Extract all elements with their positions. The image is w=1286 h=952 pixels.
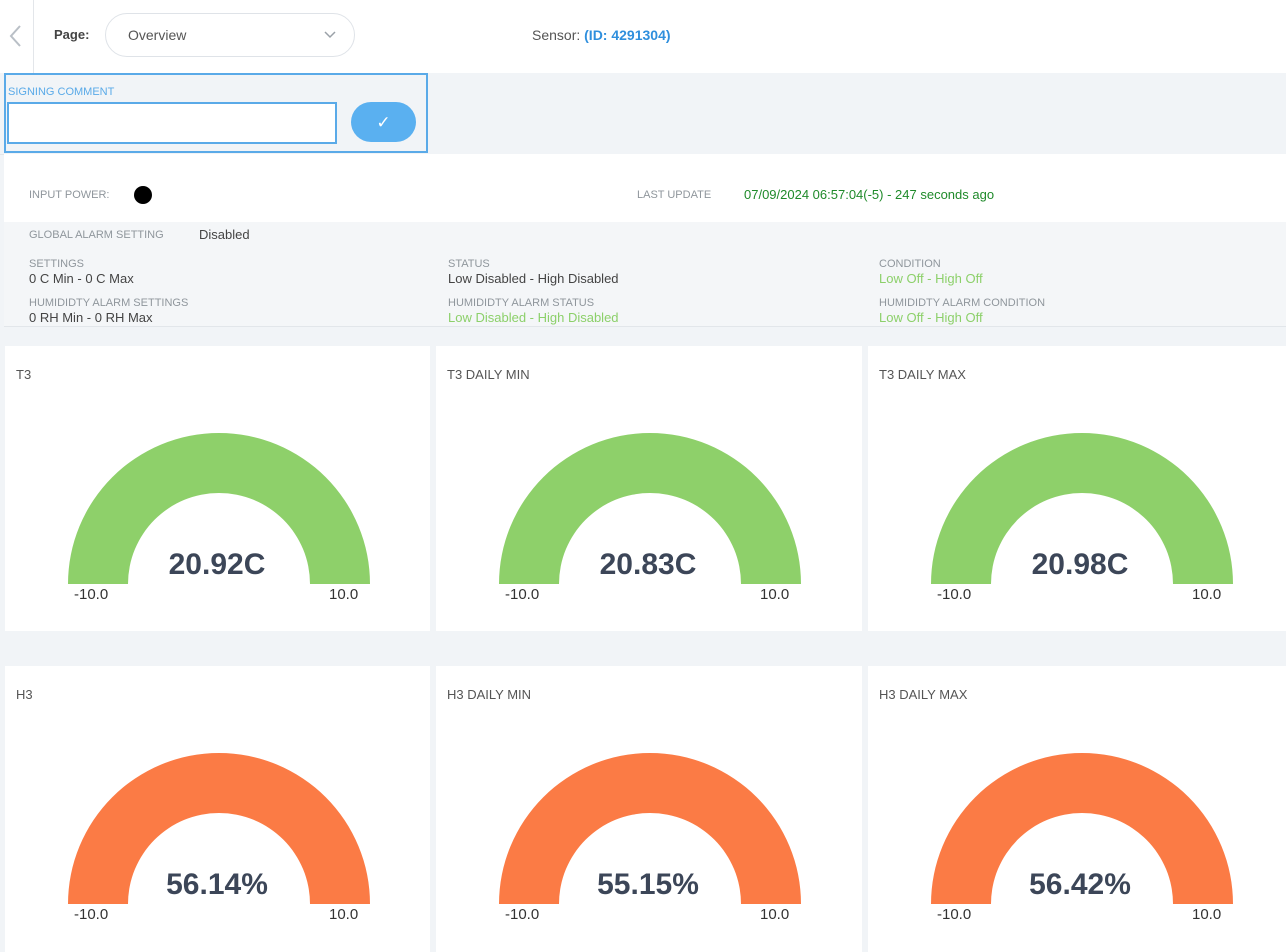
signing-comment-input[interactable]: [7, 102, 337, 144]
gauge-max-label: 10.0: [1192, 906, 1222, 923]
gauge-arc: [68, 753, 370, 904]
page-label: Page:: [54, 27, 90, 42]
sensor-info: Sensor: (ID: 4291304): [532, 27, 671, 43]
gauge-value: 55.15%: [597, 868, 699, 901]
status-value: Low Disabled - High Disabled: [448, 271, 619, 286]
gauge-max-label: 10.0: [760, 586, 790, 603]
gauge-card-title: H3 DAILY MIN: [447, 687, 532, 702]
chevron-left-icon: [9, 25, 21, 47]
gauge-min-label: -10.0: [937, 586, 972, 603]
gauge-min-label: -10.0: [74, 906, 109, 923]
gauge-max-label: 10.0: [329, 906, 359, 923]
last-update-value: 07/09/2024 06:57:04(-5) - 247 seconds ag…: [744, 187, 995, 202]
gauge-card: H3 56.14% -10.0 10.0: [5, 666, 430, 952]
global-alarm-value: Disabled: [199, 227, 250, 242]
gauge-value: 20.83C: [599, 548, 697, 581]
gauge-max-label: 10.0: [1192, 586, 1222, 603]
gauge-card-title: T3 DAILY MIN: [447, 367, 530, 382]
humidity-condition-label: HUMIDIDTY ALARM CONDITION: [879, 297, 1046, 309]
gauge-arc: [931, 753, 1233, 904]
gauge-card-title: T3: [16, 367, 32, 382]
gauge-card-title: H3 DAILY MAX: [879, 687, 968, 702]
gauge-value: 20.92C: [168, 548, 266, 581]
humidity-settings-label: HUMIDIDTY ALARM SETTINGS: [29, 297, 189, 309]
condition-value: Low Off - High Off: [879, 271, 983, 286]
page-select[interactable]: Overview: [105, 13, 355, 57]
humidity-status-label: HUMIDIDTY ALARM STATUS: [448, 297, 595, 309]
settings-value: 0 C Min - 0 C Max: [29, 271, 134, 286]
gauge-card-title: T3 DAILY MAX: [879, 367, 966, 382]
humidity-condition-value: Low Off - High Off: [879, 310, 983, 325]
gauge-card: H3 DAILY MAX 56.42% -10.0 10.0: [868, 666, 1286, 952]
gauge-arc: [499, 753, 801, 904]
humidity-settings-value: 0 RH Min - 0 RH Max: [29, 310, 153, 325]
gauge-max-label: 10.0: [760, 906, 790, 923]
gauge-arc: [931, 433, 1233, 584]
sensor-id: (ID: 4291304): [584, 27, 671, 43]
gauge-card: T3 DAILY MIN 20.83C -10.0 10.0: [436, 346, 862, 631]
gauge-max-label: 10.0: [329, 586, 359, 603]
submit-comment-button[interactable]: ✓: [351, 102, 416, 142]
input-power-label: INPUT POWER:: [29, 189, 110, 201]
gauge-card: H3 DAILY MIN 55.15% -10.0 10.0: [436, 666, 862, 952]
status-label: STATUS: [448, 258, 490, 270]
alarm-settings-panel: [4, 222, 1286, 326]
sensor-label: Sensor:: [532, 27, 581, 43]
gauge-value: 20.98C: [1031, 548, 1129, 581]
gauge-value: 56.14%: [166, 868, 268, 901]
gauge-min-label: -10.0: [505, 906, 540, 923]
gauge-arc: [499, 433, 801, 584]
input-power-indicator: [134, 186, 152, 204]
gauge-value: 56.42%: [1029, 868, 1131, 901]
back-button[interactable]: [0, 0, 34, 73]
gauge-card-title: H3: [16, 687, 33, 702]
gauge-min-label: -10.0: [74, 586, 109, 603]
gauge-card: T3 DAILY MAX 20.98C -10.0 10.0: [868, 346, 1286, 631]
gauge-min-label: -10.0: [937, 906, 972, 923]
page-select-value: Overview: [128, 27, 187, 43]
humidity-status-value: Low Disabled - High Disabled: [448, 310, 619, 325]
settings-label: SETTINGS: [29, 258, 85, 270]
gauge-card: T3 20.92C -10.0 10.0: [5, 346, 430, 631]
chevron-down-icon: [324, 31, 336, 39]
signing-comment-label: SIGNING COMMENT: [8, 86, 115, 98]
condition-label: CONDITION: [879, 258, 941, 270]
gauge-min-label: -10.0: [505, 586, 540, 603]
global-alarm-label: GLOBAL ALARM SETTING: [29, 229, 164, 241]
gauge-arc: [68, 433, 370, 584]
last-update-label: LAST UPDATE: [637, 189, 712, 201]
